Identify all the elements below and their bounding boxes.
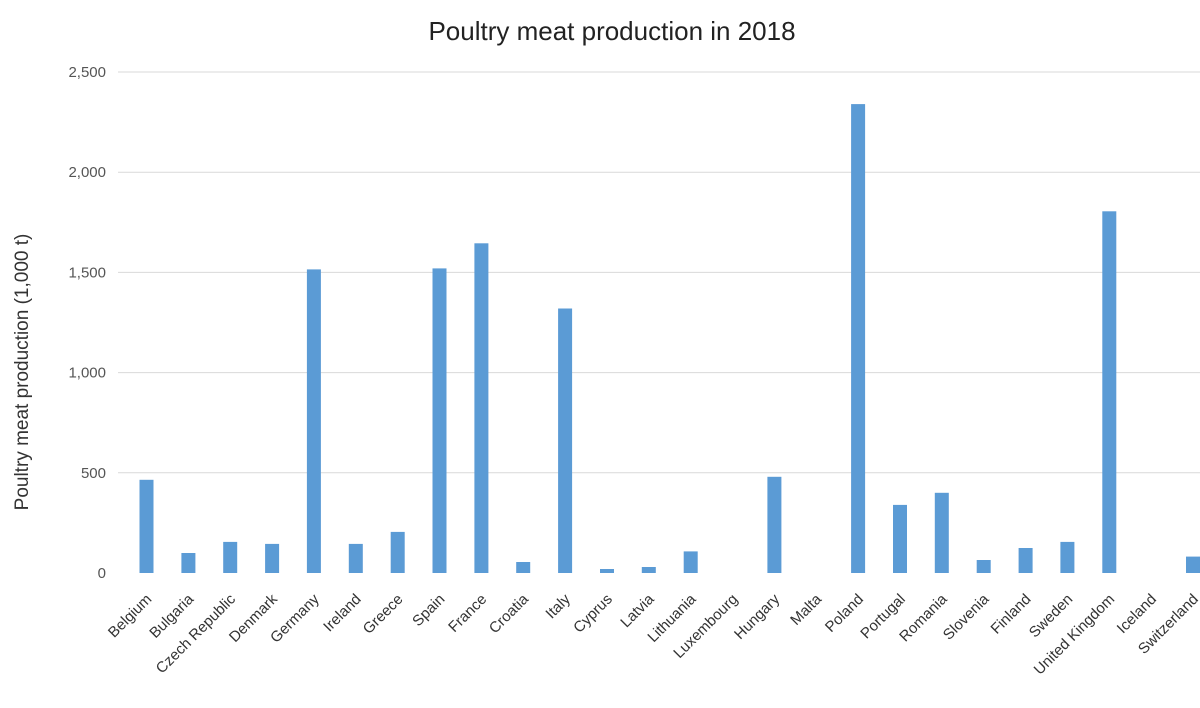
bar — [1018, 548, 1033, 573]
x-tick-label: Spain — [409, 591, 448, 630]
bar — [600, 569, 614, 573]
x-tick-label: Cyprus — [570, 591, 616, 637]
bar — [390, 531, 405, 573]
x-tick-label: Hungary — [731, 590, 783, 642]
bar — [265, 543, 280, 573]
y-tick-label: 500 — [81, 465, 106, 482]
bar — [893, 504, 907, 573]
y-tick-label: 2,000 — [68, 164, 106, 181]
chart-title: Poultry meat production in 2018 — [428, 16, 795, 46]
bar — [139, 479, 154, 573]
x-tick-label: France — [445, 591, 490, 636]
bar — [474, 243, 489, 574]
bar — [767, 476, 782, 573]
x-tick-label: Croatia — [486, 590, 533, 637]
bar — [516, 562, 531, 573]
x-tick-label: Malta — [787, 590, 825, 628]
bar — [851, 104, 866, 573]
bar — [432, 268, 447, 573]
x-tick-label: Greece — [360, 591, 407, 638]
y-axis-label: Poultry meat production (1,000 t) — [12, 234, 33, 511]
x-tick-label: Ireland — [320, 591, 364, 635]
bar — [348, 543, 363, 573]
x-tick-label: Italy — [542, 590, 574, 622]
bar — [1186, 556, 1200, 573]
y-tick-label: 1,000 — [68, 365, 106, 382]
bar — [181, 553, 196, 573]
bar — [1102, 211, 1117, 574]
bar — [934, 492, 949, 573]
y-axis-ticks: 0 500 1,000 1,500 2,000 2,500 — [68, 64, 106, 582]
bar — [683, 551, 698, 573]
bars — [139, 104, 1200, 574]
x-tick-label: Belgium — [105, 591, 155, 641]
bar — [641, 567, 656, 573]
y-tick-label: 2,500 — [68, 64, 106, 81]
bar — [306, 269, 321, 573]
y-tick-label: 0 — [98, 565, 106, 582]
bar — [223, 541, 238, 573]
y-tick-label: 1,500 — [68, 264, 106, 281]
bar — [558, 308, 573, 573]
bar — [976, 560, 991, 573]
gridlines — [118, 71, 1200, 474]
bar — [1060, 541, 1075, 573]
x-tick-label: Slovenia — [940, 590, 993, 643]
